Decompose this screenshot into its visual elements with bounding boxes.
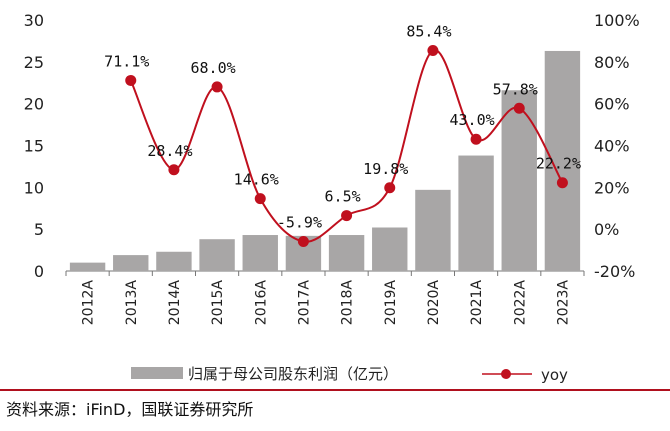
source-note: 资料来源：iFinD，国联证券研究所 bbox=[6, 400, 254, 419]
x-tick-label: 2021A bbox=[469, 280, 485, 326]
chart-axes: 0 5 10 15 20 25 30 -20% 0% 20% 40% 60% 80% 100% bbox=[24, 11, 640, 281]
y-left-tick-label: 5 bbox=[34, 220, 44, 239]
bar bbox=[199, 239, 235, 271]
bar bbox=[501, 90, 537, 271]
yoy-data-label: 28.4% bbox=[147, 142, 192, 160]
bar bbox=[69, 262, 106, 271]
bar bbox=[328, 235, 365, 271]
yoy-line-series bbox=[125, 45, 568, 248]
bar-series bbox=[69, 50, 581, 271]
yoy-data-label: 71.1% bbox=[104, 52, 149, 70]
y-right-tick-label: 100% bbox=[594, 11, 640, 30]
legend-bar-label: 归属于母公司股东利润（亿元） bbox=[188, 365, 398, 383]
x-tick-label: 2016A bbox=[253, 280, 269, 326]
y-left-tick-label: 30 bbox=[24, 11, 44, 30]
bar bbox=[113, 255, 149, 271]
yoy-data-label: 22.2% bbox=[536, 155, 581, 173]
yoy-point bbox=[470, 133, 482, 145]
bar bbox=[458, 155, 494, 271]
x-tick-label: 2022A bbox=[512, 280, 528, 326]
y-left-tick-label: 15 bbox=[24, 137, 44, 156]
y-right-tick-label: 0% bbox=[594, 220, 619, 239]
yoy-point bbox=[211, 81, 223, 93]
divider-line bbox=[0, 389, 670, 391]
yoy-data-label: -5.9% bbox=[277, 214, 322, 232]
yoy-point bbox=[427, 45, 439, 57]
x-tick-label: 2017A bbox=[296, 280, 312, 326]
data-labels: 71.1% 28.4% 68.0% 14.6% -5.9%6.5%19.8% 85.4% 4… bbox=[104, 23, 581, 232]
yoy-data-label: 68.0% bbox=[191, 59, 236, 77]
y-left-tick-label: 10 bbox=[24, 178, 44, 197]
x-tick-label: 2012A bbox=[81, 280, 97, 326]
bar bbox=[242, 235, 278, 271]
y-right-tick-label: 60% bbox=[594, 95, 630, 114]
yoy-point bbox=[254, 193, 266, 205]
y-right-tick-label: 80% bbox=[594, 53, 630, 72]
yoy-data-label: 19.8% bbox=[363, 160, 408, 178]
yoy-point bbox=[556, 177, 568, 189]
x-tick-label: 2013A bbox=[124, 280, 140, 326]
yoy-data-label: 43.0% bbox=[450, 111, 495, 129]
legend-line-label: yoy bbox=[541, 366, 568, 384]
yoy-point bbox=[384, 182, 396, 194]
yoy-point bbox=[341, 210, 353, 222]
yoy-point bbox=[168, 164, 180, 176]
yoy-data-label: 57.8% bbox=[493, 80, 538, 98]
y-left-tick-label: 0 bbox=[34, 262, 44, 281]
yoy-data-label: 14.6% bbox=[234, 171, 279, 189]
bar bbox=[372, 227, 408, 271]
legend-bar-swatch bbox=[131, 367, 183, 379]
yoy-point bbox=[297, 236, 309, 248]
bar bbox=[544, 50, 581, 271]
y-right-tick-label: 20% bbox=[594, 178, 630, 197]
legend-line-marker bbox=[501, 369, 511, 379]
y-right-tick-label: -20% bbox=[594, 262, 635, 281]
yoy-data-label: 6.5% bbox=[325, 188, 361, 206]
bar bbox=[156, 251, 192, 271]
yoy-point bbox=[513, 102, 525, 114]
y-left-tick-label: 25 bbox=[24, 53, 44, 72]
yoy-point bbox=[125, 74, 137, 86]
yoy-data-label: 85.4% bbox=[406, 23, 451, 41]
x-tick-label: 2019A bbox=[383, 280, 399, 326]
x-tick-label: 2020A bbox=[426, 280, 442, 326]
y-left-tick-label: 20 bbox=[24, 95, 44, 114]
x-tick-label: 2015A bbox=[210, 280, 226, 326]
bar bbox=[415, 189, 451, 271]
x-tick-label: 2023A bbox=[555, 280, 571, 326]
chart: 0 5 10 15 20 25 30 -20% 0% 20% 40% 60% 80% 100% 71.1%… bbox=[24, 11, 640, 384]
y-right-tick-label: 40% bbox=[594, 137, 630, 156]
x-tick-label: 2018A bbox=[340, 280, 356, 326]
x-tick-label: 2014A bbox=[167, 280, 183, 326]
x-tick-labels: 2012A 2013A 2014A 2015A 2016A 2017A 2018A 2019A… bbox=[81, 280, 572, 326]
legend: 归属于母公司股东利润（亿元） yoy bbox=[131, 365, 568, 384]
